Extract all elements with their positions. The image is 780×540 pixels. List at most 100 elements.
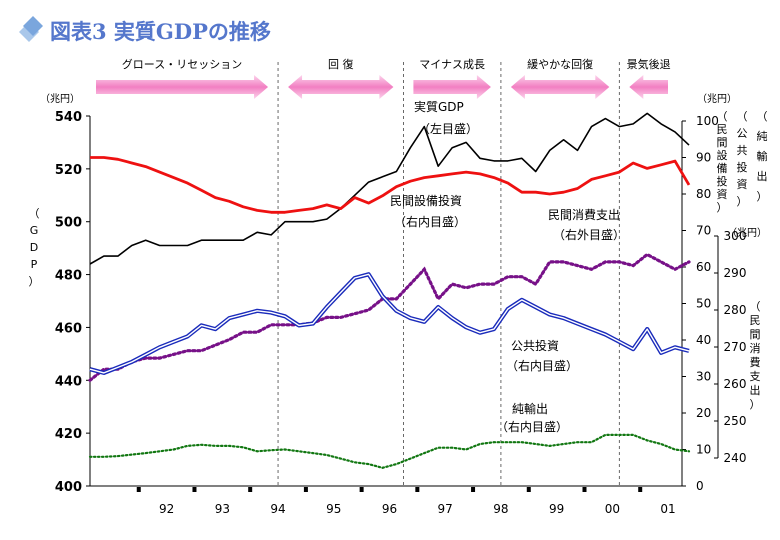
left-vertical-label-char: （ [29, 207, 40, 220]
x-tick-mark [303, 487, 308, 492]
right-outer-tick-label: 250 [724, 414, 747, 428]
right-tick-label: 80 [696, 187, 711, 201]
series-right_inner-117711 [88, 433, 691, 469]
right-tick-label: 30 [696, 370, 711, 384]
right-vertical-label-public: （ 公共投資 ） [737, 110, 748, 208]
right-vertical-label-netexports-char: 純 [757, 130, 768, 143]
right-vertical-label-netexports-char: 出 [757, 169, 768, 183]
right-vertical-label-consumption-char: 消 [750, 341, 761, 355]
phase-arrow: 緩やかな回復 [510, 58, 610, 99]
phase-label: 景気後退 [627, 57, 671, 71]
x-tick-label: 92 [159, 502, 174, 516]
left-tick-label: 500 [55, 216, 82, 231]
left-tick-label: 440 [55, 374, 82, 389]
right-tick-label: 90 [696, 151, 711, 165]
right-vertical-label-consumption-char: 民 [750, 314, 761, 327]
right-vertical-label-public-char: ） [737, 195, 748, 208]
phase-arrow: 回 復 [288, 58, 394, 99]
series-right_outer-771188 [88, 252, 691, 382]
right-outer-tick-label: 290 [724, 266, 747, 280]
phase-arrow-shape [288, 75, 394, 99]
chart-title: 図表3 実質GDPの推移 [50, 19, 271, 44]
annotation-public: 公共投資 （右内目盛） [506, 338, 578, 373]
right-vertical-label-netexports: （ 純輸出 ） [757, 110, 768, 203]
x-tick-mark [415, 487, 420, 492]
right-axis-unit: （兆円） [697, 93, 737, 105]
series-left-000000 [89, 112, 690, 265]
left-axis-unit: （兆円） [40, 93, 80, 105]
right-vertical-label-investment-char: （ [717, 110, 728, 123]
right-vertical-label-public-char: 投 [737, 160, 748, 174]
x-tick-label: 00 [605, 502, 620, 516]
right-outer-tick-label: 240 [724, 451, 747, 465]
right-outer-tick-label: 300 [724, 229, 747, 243]
right-vertical-label-investment-char: 設 [717, 148, 728, 162]
phase-label: マイナス成長 [419, 58, 485, 71]
annotation-netexports-name: 純輸出 [512, 401, 548, 416]
right-tick-label: 70 [696, 224, 711, 238]
right-vertical-label-consumption-char: 支 [750, 370, 761, 383]
phase-band: グロース・リセッション 回 復 マイナス成長 緩やかな回復 景気後退 [96, 57, 671, 99]
x-tick-mark [471, 487, 476, 492]
annotation-gdp: 実質GDP （左目盛） [414, 99, 478, 136]
annotation-consumption-scale: （右外目盛） [553, 227, 625, 242]
annotation-gdp-name: 実質GDP [414, 99, 464, 114]
x-tick-mark [248, 487, 253, 492]
series-line [88, 433, 691, 469]
right-outer-axis-unit: （兆円） [727, 227, 767, 239]
series-layer [88, 112, 691, 469]
right-vertical-label-consumption-char: 費 [750, 355, 761, 369]
right-vertical-label-netexports-char: ） [757, 190, 768, 203]
x-tick-label: 97 [438, 502, 453, 516]
series-line-core [89, 273, 690, 374]
right-vertical-label-investment: （民間設備投資） [717, 110, 728, 214]
annotation-consumption-name: 民間消費支出 [548, 207, 620, 222]
left-tick-label: 400 [55, 480, 82, 495]
annotation-netexports-scale: （右内目盛） [496, 419, 568, 434]
x-tick-mark [638, 487, 643, 492]
series-line-outline [89, 272, 690, 375]
right-vertical-label-investment-char: 投 [717, 174, 728, 188]
axes: 4004204404604805005205400102030405060708… [55, 110, 747, 516]
right-tick-label: 100 [696, 114, 719, 128]
x-tick-label: 98 [493, 502, 508, 516]
annotation-gdp-scale: （左目盛） [418, 121, 478, 136]
phase-arrow: 景気後退 [627, 57, 671, 99]
right-vertical-label-public-char: 共 [737, 144, 748, 157]
x-tick-label: 93 [215, 502, 230, 516]
right-vertical-label-investment-char: ） [717, 201, 728, 214]
x-tick-mark [582, 487, 587, 492]
right-vertical-label-consumption-char: ） [750, 398, 761, 411]
annotation-investment-scale: （右内目盛） [394, 214, 466, 229]
annotation-public-name: 公共投資 [511, 338, 559, 353]
phase-arrow: グロース・リセッション [96, 57, 269, 99]
phase-arrow-shape [413, 75, 491, 99]
left-tick-label: 540 [55, 110, 82, 125]
right-vertical-label-public-char: （ [737, 110, 748, 123]
series-line [88, 252, 691, 382]
x-tick-label: 94 [270, 502, 285, 516]
right-vertical-label-consumption-char: （ [750, 300, 761, 313]
series-right_inner-1a2bbb [89, 272, 690, 375]
vertical-axis-labels: （GDP）（民間設備投資）（公共投資）（純輸出）（民間消費支出） [29, 110, 768, 411]
left-vertical-label: （ GDP ） [29, 207, 40, 288]
right-vertical-label-consumption-char: 間 [750, 328, 761, 341]
x-tick-mark [136, 487, 141, 492]
left-tick-label: 480 [55, 269, 82, 284]
x-tick-mark [192, 487, 197, 492]
x-tick-mark [359, 487, 364, 492]
left-vertical-label-char: D [30, 241, 38, 254]
annotation-consumption: 民間消費支出 （右外目盛） [548, 207, 625, 242]
phase-arrow-shape [96, 75, 269, 99]
left-vertical-label-char: ） [29, 275, 40, 288]
series-line [89, 112, 690, 265]
right-tick-label: 20 [696, 406, 711, 420]
right-vertical-label-consumption: （民間消費支出） [750, 300, 761, 411]
annotation-public-scale: （右内目盛） [506, 358, 578, 373]
left-tick-label: 460 [55, 321, 82, 336]
phase-arrow: マイナス成長 [413, 58, 491, 99]
right-outer-tick-label: 260 [724, 377, 747, 391]
title-block: 図表3 実質GDPの推移 [19, 16, 271, 44]
phase-arrow-shape [510, 75, 610, 99]
